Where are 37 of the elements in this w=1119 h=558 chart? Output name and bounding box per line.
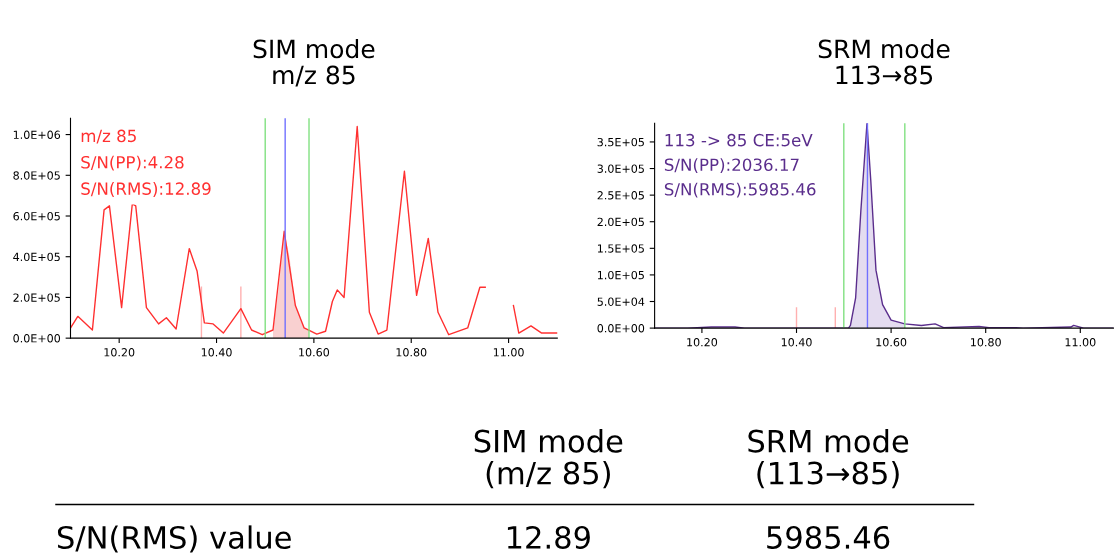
annotation: S/N(RMS):5985.46 <box>664 182 816 198</box>
y-tick-label: 1.0E+06 <box>13 130 61 139</box>
x-tick-label: 11.00 <box>1065 338 1096 347</box>
chart-title: SRM mode 113→85 <box>818 38 950 85</box>
x-tick-label: 10.20 <box>687 338 718 347</box>
y-tick-label: 8.0E+05 <box>13 171 60 180</box>
y-tick-label: 3.0E+05 <box>597 164 644 173</box>
x-tick-label: 11.00 <box>493 348 524 357</box>
text: SIM mode (m/z 85) <box>474 429 623 489</box>
annotation: S/N(PP):4.28 <box>81 155 184 171</box>
annotation: S/N(PP):2036.17 <box>664 158 799 173</box>
y-tick-label: 1.0E+05 <box>597 270 644 280</box>
x-tick-label: 10.60 <box>299 348 330 357</box>
y-tick-label: 0.0E+00 <box>13 334 61 343</box>
text: S/N(RMS) value <box>57 525 291 553</box>
x-tick-label: 10.80 <box>396 348 427 357</box>
text: 12.89 <box>507 525 590 550</box>
x-tick-label: 10.20 <box>104 348 135 357</box>
x-tick-label: 10.40 <box>781 338 812 347</box>
x-tick-label: 10.40 <box>201 348 232 357</box>
y-tick-label: 5.0E+04 <box>597 297 645 306</box>
annotation: 113 -> 85 CE:5eV <box>665 133 813 147</box>
text: SRM mode (113→85) <box>748 429 909 489</box>
y-tick-label: 3.5E+05 <box>597 137 644 147</box>
x-tick-label: 10.60 <box>876 338 907 347</box>
y-tick-label: 2.0E+05 <box>13 293 60 302</box>
y-tick-label: 2.0E+05 <box>597 217 644 227</box>
chart-title: SIM mode m/z 85 <box>253 38 375 87</box>
y-tick-label: 6.0E+05 <box>13 211 60 221</box>
text: 5985.46 <box>767 525 890 550</box>
x-tick-label: 10.80 <box>971 338 1001 347</box>
y-tick-label: 0.0E+00 <box>597 324 645 333</box>
y-tick-label: 2.5E+05 <box>597 191 644 200</box>
annotation: S/N(RMS):12.89 <box>81 182 211 197</box>
annotation: m/z 85 <box>81 129 136 144</box>
y-tick-label: 4.0E+05 <box>13 252 60 262</box>
y-tick-label: 1.5E+05 <box>597 244 644 253</box>
